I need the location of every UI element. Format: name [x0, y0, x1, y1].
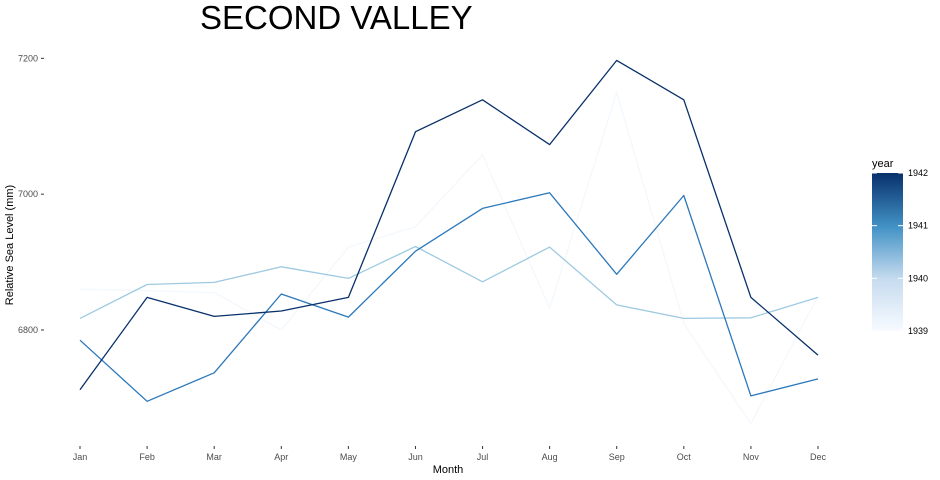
series-line-1939 [79, 91, 819, 425]
x-tick-label: Mar [206, 452, 222, 462]
x-tick-label: Dec [810, 452, 827, 462]
x-tick-label: Feb [139, 452, 155, 462]
series-line-1942 [79, 59, 819, 391]
x-tick-label: Oct [677, 452, 692, 462]
x-axis: Jan Feb Mar Apr May Jun Jul Aug Sep Oct Nov Dec [73, 446, 827, 462]
chart-title: SECOND VALLEY [200, 0, 473, 36]
legend: year 1939 1940 1941 1942 [872, 158, 928, 336]
x-tick-label: Jun [408, 452, 423, 462]
x-tick-label: May [340, 452, 358, 462]
y-tick-label: 7200 [18, 53, 38, 63]
legend-colorbar [872, 173, 903, 331]
y-tick-label: 6800 [18, 325, 38, 335]
series-line-1940 [79, 245, 819, 320]
legend-tick-label: 1942 [908, 168, 928, 178]
x-tick-label: Jan [73, 452, 88, 462]
x-tick-label: Nov [743, 452, 760, 462]
legend-title: year [872, 158, 894, 170]
series-line-1941 [79, 192, 819, 402]
x-axis-title: Month [433, 464, 464, 476]
x-tick-label: Jul [477, 452, 489, 462]
x-tick-label: Apr [274, 452, 288, 462]
legend-tick-label: 1941 [908, 221, 928, 231]
series-layer [79, 59, 819, 425]
legend-tick-label: 1939 [908, 326, 928, 336]
y-axis: 6800 7000 7200 [18, 53, 44, 335]
legend-ticks: 1939 1940 1941 1942 [872, 168, 928, 336]
x-tick-label: Aug [542, 452, 558, 462]
x-tick-label: Sep [609, 452, 625, 462]
y-tick-label: 7000 [18, 189, 38, 199]
legend-tick-label: 1940 [908, 273, 928, 283]
y-axis-title: Relative Sea Level (mm) [4, 185, 16, 305]
